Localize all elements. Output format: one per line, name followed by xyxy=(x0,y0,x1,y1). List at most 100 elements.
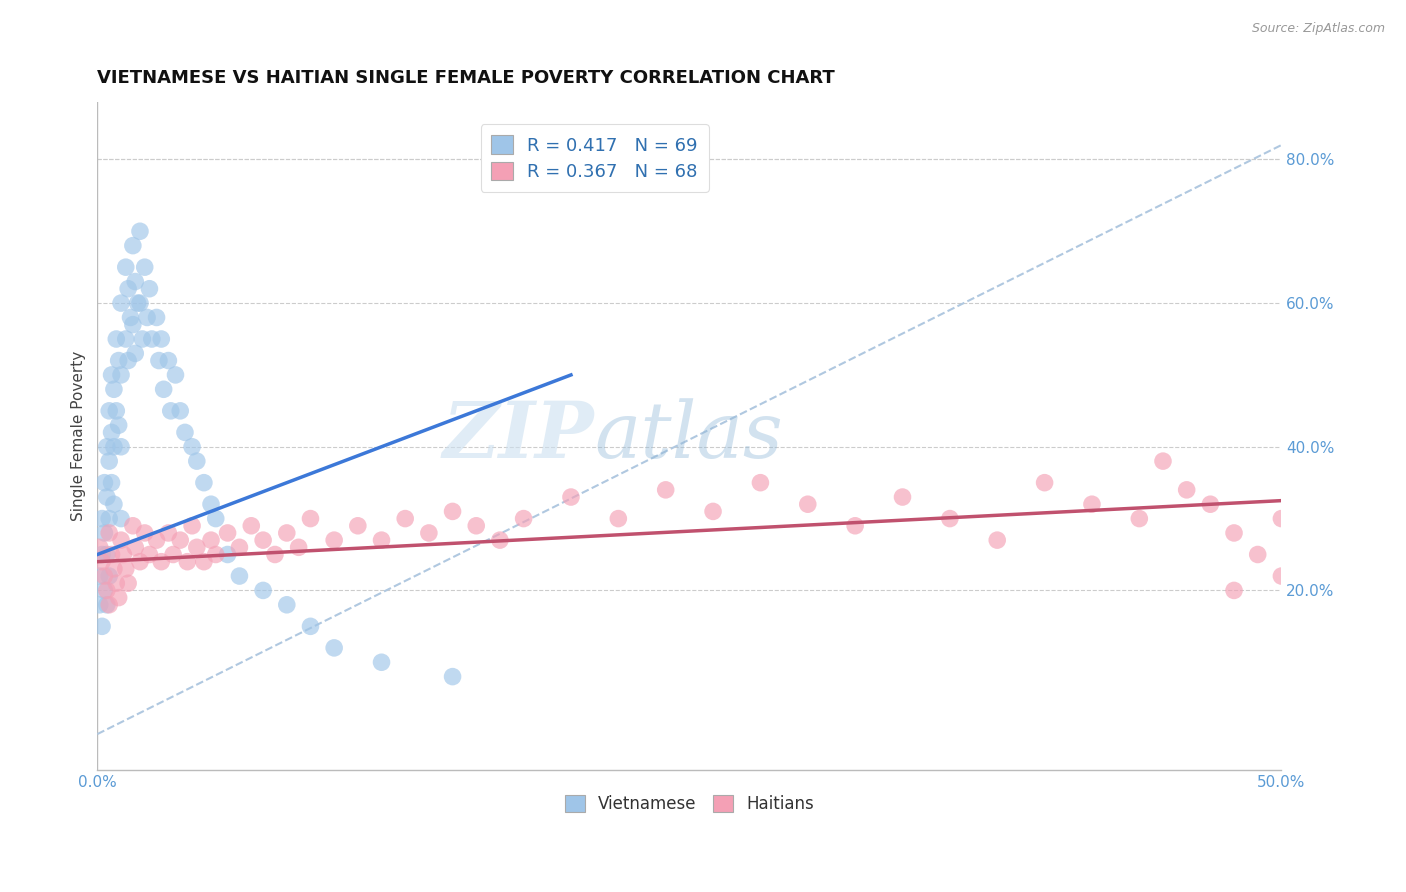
Point xyxy=(1128,511,1150,525)
Point xyxy=(134,260,156,275)
Point xyxy=(110,533,132,548)
Text: Source: ZipAtlas.com: Source: ZipAtlas.com xyxy=(1251,22,1385,36)
Point xyxy=(110,440,132,454)
Point xyxy=(176,555,198,569)
Point xyxy=(150,555,173,569)
Point xyxy=(1270,511,1292,525)
Point xyxy=(654,483,676,497)
Point xyxy=(129,224,152,238)
Point xyxy=(93,569,115,583)
Point xyxy=(418,525,440,540)
Text: ZIP: ZIP xyxy=(443,398,595,475)
Point xyxy=(264,548,287,562)
Point xyxy=(89,541,111,555)
Point xyxy=(117,282,139,296)
Point xyxy=(1247,548,1270,562)
Point xyxy=(100,475,122,490)
Point xyxy=(124,275,146,289)
Point xyxy=(100,425,122,440)
Point xyxy=(114,562,136,576)
Point xyxy=(1270,569,1292,583)
Point xyxy=(122,238,145,252)
Point xyxy=(1081,497,1104,511)
Point xyxy=(93,475,115,490)
Point xyxy=(441,670,464,684)
Point xyxy=(1223,525,1246,540)
Point xyxy=(129,296,152,310)
Point xyxy=(1199,497,1222,511)
Point xyxy=(145,533,167,548)
Point xyxy=(169,533,191,548)
Point xyxy=(150,332,173,346)
Point xyxy=(114,332,136,346)
Point xyxy=(127,296,149,310)
Point xyxy=(107,591,129,605)
Point xyxy=(114,260,136,275)
Point xyxy=(117,353,139,368)
Point xyxy=(96,598,118,612)
Point xyxy=(103,382,125,396)
Point xyxy=(98,569,121,583)
Point xyxy=(204,511,226,525)
Point xyxy=(370,655,392,669)
Point xyxy=(98,511,121,525)
Point xyxy=(136,310,159,325)
Point xyxy=(107,418,129,433)
Point xyxy=(204,548,226,562)
Point xyxy=(370,533,392,548)
Point xyxy=(96,583,118,598)
Point xyxy=(323,640,346,655)
Point xyxy=(93,525,115,540)
Point xyxy=(103,562,125,576)
Point xyxy=(797,497,820,511)
Point xyxy=(200,533,222,548)
Text: atlas: atlas xyxy=(595,398,783,475)
Point xyxy=(162,548,184,562)
Point xyxy=(112,548,135,562)
Point xyxy=(159,404,181,418)
Legend: Vietnamese, Haitians: Vietnamese, Haitians xyxy=(557,787,823,822)
Point xyxy=(110,296,132,310)
Point xyxy=(186,541,208,555)
Point xyxy=(141,332,163,346)
Point xyxy=(110,368,132,382)
Point xyxy=(129,555,152,569)
Point xyxy=(299,511,322,525)
Point xyxy=(252,583,274,598)
Point xyxy=(145,310,167,325)
Point xyxy=(98,525,121,540)
Point xyxy=(96,548,118,562)
Point xyxy=(489,533,512,548)
Point xyxy=(394,511,416,525)
Point xyxy=(138,548,160,562)
Point xyxy=(157,353,180,368)
Point xyxy=(441,504,464,518)
Point xyxy=(91,619,114,633)
Point xyxy=(465,518,488,533)
Point xyxy=(986,533,1008,548)
Point xyxy=(148,353,170,368)
Point xyxy=(124,346,146,360)
Point xyxy=(117,576,139,591)
Y-axis label: Single Female Poverty: Single Female Poverty xyxy=(72,351,86,521)
Text: VIETNAMESE VS HAITIAN SINGLE FEMALE POVERTY CORRELATION CHART: VIETNAMESE VS HAITIAN SINGLE FEMALE POVE… xyxy=(97,69,835,87)
Point xyxy=(181,440,204,454)
Point xyxy=(276,525,298,540)
Point xyxy=(287,541,309,555)
Point xyxy=(120,310,142,325)
Point xyxy=(323,533,346,548)
Point xyxy=(105,404,128,418)
Point xyxy=(749,475,772,490)
Point xyxy=(299,619,322,633)
Point xyxy=(169,404,191,418)
Point xyxy=(152,382,174,396)
Point xyxy=(89,569,111,583)
Point xyxy=(98,598,121,612)
Point xyxy=(607,511,630,525)
Point xyxy=(217,525,239,540)
Point xyxy=(91,555,114,569)
Point xyxy=(105,576,128,591)
Point xyxy=(939,511,962,525)
Point xyxy=(100,368,122,382)
Point xyxy=(193,555,215,569)
